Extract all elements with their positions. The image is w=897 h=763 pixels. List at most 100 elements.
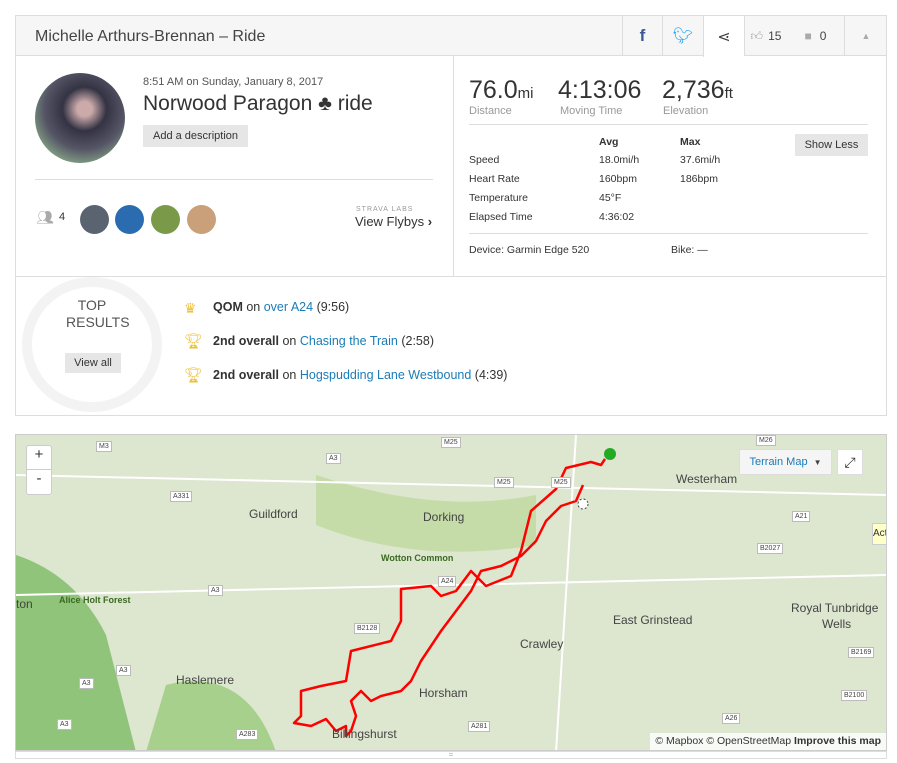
activity-stats: 76.0mi Distance 4:13:06 Moving Time 2,73… bbox=[455, 56, 887, 276]
elevation-label: Elevation bbox=[663, 105, 709, 117]
crown-icon: ♛ bbox=[184, 300, 197, 316]
road-label: A24 bbox=[438, 576, 457, 587]
view-flybys-link[interactable]: View Flybys › bbox=[355, 214, 432, 229]
segment-link[interactable]: Chasing the Train bbox=[299, 334, 398, 348]
road-label: A26 bbox=[722, 713, 741, 724]
segment-link[interactable]: over A24 bbox=[263, 300, 314, 314]
twitter-share-button[interactable]: 🐦︎ bbox=[662, 16, 703, 56]
kudos-count: 15 bbox=[768, 29, 782, 43]
stat-label: Elapsed Time bbox=[469, 211, 533, 223]
place-label: Horsham bbox=[419, 686, 468, 700]
moving-time-label: Moving Time bbox=[560, 105, 623, 117]
road-label: A3 bbox=[326, 453, 341, 464]
road-label: A331 bbox=[170, 491, 193, 502]
result-item: 2nd overall on Hogspudding Lane Westboun… bbox=[213, 368, 508, 382]
road-label: M26 bbox=[756, 435, 776, 446]
comment-icon: ■ bbox=[804, 29, 812, 43]
moving-time-value: 4:13:06 bbox=[558, 76, 642, 104]
activity-summary: 8:51 AM on Sunday, January 8, 2017 Norwo… bbox=[16, 56, 454, 276]
place-label: Guildford bbox=[249, 507, 298, 521]
zoom-in-button[interactable]: + bbox=[27, 446, 51, 470]
show-less-button[interactable]: Show Less bbox=[795, 134, 868, 156]
add-description-button[interactable]: Add a description bbox=[143, 125, 248, 147]
caret-up-icon: ▲ bbox=[861, 31, 871, 41]
view-all-button[interactable]: View all bbox=[65, 353, 121, 373]
comments-button[interactable]: ■ 0 bbox=[787, 16, 844, 56]
bike-info: Bike: — bbox=[671, 244, 708, 256]
page-title: Michelle Arthurs-Brennan – Ride bbox=[35, 28, 266, 45]
improve-map-link[interactable]: Improve this map bbox=[794, 735, 881, 747]
stat-label: Temperature bbox=[469, 192, 528, 204]
activity-header: Michelle Arthurs-Brennan – Ride f 🐦︎ ⋖ 👍… bbox=[16, 16, 887, 57]
route-map[interactable]: + - Terrain Map ▼ ⤢ Acti Guildford Dorking… bbox=[15, 434, 887, 751]
map-resize-handle[interactable]: = bbox=[15, 751, 887, 759]
share-icon: ⋖ bbox=[717, 28, 731, 46]
result-item: 2nd overall on Chasing the Train (2:58) bbox=[213, 334, 434, 348]
stat-avg: 160bpm bbox=[599, 173, 637, 185]
road-label: A3 bbox=[79, 678, 94, 689]
facebook-share-button[interactable]: f bbox=[622, 16, 662, 56]
athlete-avatar-small[interactable] bbox=[187, 205, 216, 234]
fullscreen-button[interactable]: ⤢ bbox=[837, 449, 863, 475]
road-label: B2169 bbox=[848, 647, 875, 658]
activity-name: Norwood Paragon ♣ ride bbox=[143, 92, 373, 115]
place-label: Westerham bbox=[676, 472, 738, 486]
road-label: M3 bbox=[96, 441, 112, 452]
stat-avg: 18.0mi/h bbox=[599, 154, 640, 166]
stat-label: Speed bbox=[469, 154, 500, 166]
divider bbox=[469, 233, 868, 234]
place-label: Wotton Common bbox=[381, 553, 454, 563]
map-type-select[interactable]: Terrain Map ▼ bbox=[739, 449, 832, 475]
group-icon: 👥︎ bbox=[36, 209, 54, 225]
athlete-avatar-small[interactable] bbox=[151, 205, 180, 234]
expand-icon: ⤢ bbox=[844, 454, 856, 470]
activity-card: Michelle Arthurs-Brennan – Ride f 🐦︎ ⋖ 👍… bbox=[15, 15, 887, 416]
laurel-icon bbox=[22, 277, 162, 412]
map-attribution: © Mapbox © OpenStreetMap Improve this ma… bbox=[650, 733, 886, 750]
place-label: Haslemere bbox=[176, 673, 235, 687]
map-terrain bbox=[16, 435, 886, 750]
route-line bbox=[292, 458, 607, 738]
segment-link[interactable]: Hogspudding Lane Westbound bbox=[299, 368, 472, 382]
view-flybys-label: View Flybys bbox=[355, 214, 425, 229]
trophy-icon: 🏆︎ bbox=[184, 367, 204, 384]
stat-max: 37.6mi/h bbox=[680, 154, 721, 166]
place-label: ton bbox=[16, 597, 33, 611]
road-label: B2027 bbox=[757, 543, 784, 554]
twitter-icon: 🐦︎ bbox=[672, 28, 694, 45]
device-info: Device: Garmin Edge 520 bbox=[469, 244, 590, 256]
kudos-button[interactable]: 👍︎ 15 bbox=[744, 16, 787, 56]
road-label: A3 bbox=[208, 585, 223, 596]
road-label: A21 bbox=[792, 511, 811, 522]
chevron-right-icon: › bbox=[427, 214, 433, 229]
athlete-avatar-small[interactable] bbox=[115, 205, 144, 234]
zoom-out-button[interactable]: - bbox=[36, 470, 42, 487]
distance-value: 76.0mi bbox=[469, 76, 534, 104]
result-item: QOM on over A24 (9:56) bbox=[213, 300, 350, 314]
collapse-button[interactable]: ▲ bbox=[844, 16, 887, 56]
divider bbox=[469, 124, 868, 125]
place-label: Alice Holt Forest bbox=[59, 595, 131, 605]
stat-avg: 45°F bbox=[599, 192, 622, 204]
trophy-icon: 🏆︎ bbox=[184, 333, 204, 350]
share-button[interactable]: ⋖ bbox=[703, 16, 744, 57]
place-label: East Grinstead bbox=[613, 613, 693, 627]
map-type-label: Terrain Map bbox=[749, 456, 808, 468]
comments-count: 0 bbox=[819, 29, 827, 43]
athletes-count: 4 bbox=[59, 211, 66, 223]
forest-area bbox=[146, 681, 276, 750]
activity-date: 8:51 AM on Sunday, January 8, 2017 bbox=[143, 76, 324, 88]
avg-header: Avg bbox=[599, 136, 619, 148]
max-header: Max bbox=[680, 136, 701, 148]
tooltip: Acti bbox=[872, 523, 886, 545]
stat-label: Heart Rate bbox=[469, 173, 520, 185]
top-results: TOP RESULTS View all ♛ QOM on over A24 (9… bbox=[16, 276, 886, 416]
stat-avg: 4:36:02 bbox=[599, 211, 635, 223]
elevation-value: 2,736ft bbox=[662, 76, 733, 104]
road-label: M25 bbox=[551, 477, 571, 488]
facebook-icon: f bbox=[639, 26, 646, 45]
athlete-avatar-small[interactable] bbox=[80, 205, 109, 234]
start-marker bbox=[604, 448, 616, 460]
athlete-avatar[interactable] bbox=[35, 73, 125, 163]
zoom-control: + - bbox=[26, 445, 52, 495]
